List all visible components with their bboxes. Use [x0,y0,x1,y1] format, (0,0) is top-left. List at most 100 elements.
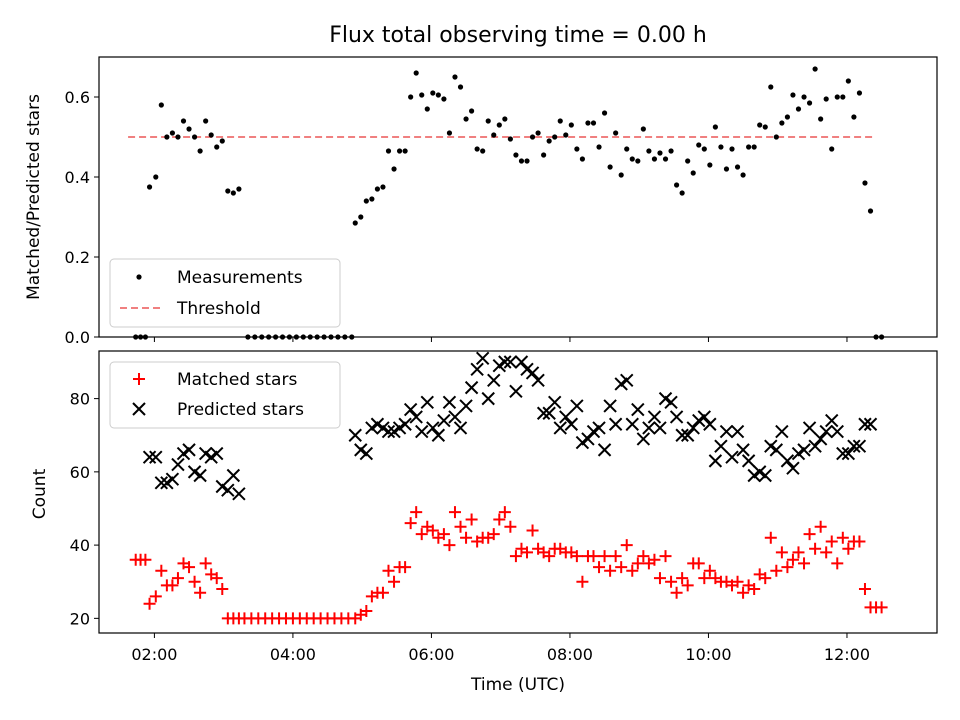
bottom-x-tick-label: 02:00 [131,645,177,664]
measurement-point [690,170,696,176]
predicted-star-point [603,399,617,413]
measurement-point [518,158,525,164]
bottom-x-tick-label: 10:00 [685,645,731,664]
predicted-star-point [631,402,645,417]
measurement-point [369,196,375,202]
matched-star-point [798,557,811,570]
bottom-plot-area [129,351,888,625]
matched-star-point [460,531,473,544]
measurement-point [834,94,840,100]
measurement-point [468,108,475,114]
measurement-point [413,70,419,76]
measurement-point [840,94,846,100]
bottom-y-axis: 20 40 60 80 [70,390,99,628]
matched-star-point [183,561,196,574]
matched-star-point [593,561,606,574]
predicted-star-point [193,468,207,483]
measurement-point [552,134,558,140]
matched-star-point [399,561,412,574]
matched-star-point [415,528,428,541]
measurement-point [746,144,752,150]
measurement-point [158,102,164,108]
predicted-star-point [553,421,567,435]
predicted-star-point [149,450,163,464]
matched-star-point [504,520,517,533]
measurement-point [601,110,608,116]
bottom-x-tick-label: 04:00 [270,645,316,664]
predicted-star-point [442,395,457,409]
matched-star-point [665,575,678,588]
measurement-point [784,114,791,120]
predicted-star-point [863,417,878,431]
predicted-star-point [154,476,169,490]
predicted-star-point [686,421,700,435]
legend-measurements-label: Measurements [177,268,303,288]
matched-star-point [648,553,661,566]
measurement-point [806,100,813,106]
predicted-star-point [498,355,512,369]
matched-star-point [836,531,849,544]
matched-star-point [814,520,827,533]
matched-star-point [775,546,788,559]
measurement-point [557,118,563,124]
predicted-star-point [819,424,833,439]
matched-star-point [166,579,179,592]
bottom-x-tick-label: 12:00 [824,645,870,664]
bottom-y-axis-label: Count [30,468,50,519]
legend-measurements-marker [136,274,142,280]
measurement-point [662,156,669,162]
predicted-star-point [359,446,374,461]
predicted-star-point [415,424,429,439]
measurement-point [596,144,602,150]
predicted-star-point [836,446,850,461]
measurement-point [734,164,741,170]
predicted-star-point [531,373,545,388]
measurement-point [563,132,569,138]
matched-star-point [809,542,822,555]
measurement-point [358,214,364,220]
measurement-point [635,158,641,164]
predicted-star-point [813,432,828,446]
matched-star-point [781,561,794,574]
bottom-x-tick-label: 06:00 [408,645,454,664]
matched-star-point [676,572,689,585]
matched-star-point [831,557,844,570]
predicted-star-point [171,457,185,472]
measurement-point [164,134,170,140]
predicted-star-point [232,487,246,501]
measurement-point [679,190,685,196]
matched-star-point [448,506,461,519]
measurement-point [524,158,530,164]
top-y-tick-label: 0.0 [65,328,90,347]
measurement-point [507,136,513,142]
matched-star-point [410,506,423,519]
matched-star-point [388,575,401,588]
matched-star-point [786,553,799,566]
matched-star-point [681,579,694,592]
matched-star-point [692,557,705,570]
measurement-point [219,138,225,144]
top-y-tick-label: 0.2 [65,248,90,267]
measurement-point [585,120,591,126]
measurement-point [740,172,746,178]
predicted-star-point [825,413,839,428]
predicted-star-point [714,439,728,453]
matched-star-point [764,531,777,544]
matched-star-point [194,586,207,599]
measurement-point [757,122,763,128]
bottom-y-tick-label: 20 [70,609,90,628]
matched-star-point [748,583,761,596]
matched-star-point [382,564,395,577]
matched-star-point [770,564,783,577]
measurement-point [485,118,491,124]
x-axis-label: Time (UTC) [470,675,565,695]
matched-star-point [139,553,152,566]
measurement-point [624,146,630,152]
predicted-star-point [503,355,518,369]
predicted-star-point [725,450,739,464]
measurement-point [236,186,242,192]
predicted-star-point [475,351,490,366]
predicted-star-point [808,439,822,453]
measurement-point [191,134,198,140]
measurement-point [203,118,209,124]
